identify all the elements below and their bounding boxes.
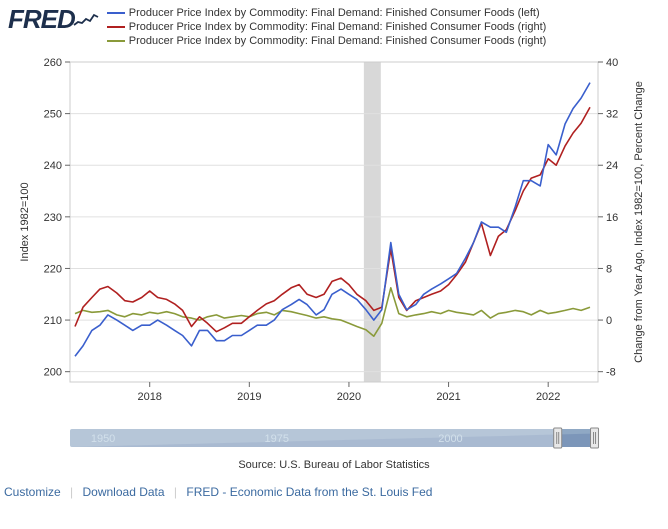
plot-svg: 200 210 220 230 240 250 260 -8 0 8 16 24 32 40 2018 201… bbox=[14, 54, 654, 419]
footer-links: Customize | Download Data | FRED - Econo… bbox=[4, 471, 664, 503]
legend-label: Producer Price Index by Commodity: Final… bbox=[129, 34, 547, 48]
svg-text:24: 24 bbox=[606, 160, 618, 172]
main-chart: 200 210 220 230 240 250 260 -8 0 8 16 24 32 40 2018 201… bbox=[14, 54, 654, 419]
legend-item: Producer Price Index by Commodity: Final… bbox=[107, 20, 660, 34]
legend-swatch bbox=[107, 12, 125, 14]
svg-text:2020: 2020 bbox=[337, 391, 361, 403]
svg-text:-8: -8 bbox=[606, 367, 616, 379]
svg-text:2018: 2018 bbox=[137, 391, 161, 403]
time-range-slider[interactable]: 195019752000 bbox=[14, 425, 654, 455]
fred-logo: FRED bbox=[8, 6, 99, 32]
legend-swatch bbox=[107, 26, 125, 28]
fred-home-link[interactable]: FRED - Economic Data from the St. Louis … bbox=[186, 485, 432, 499]
legend-swatch bbox=[107, 40, 125, 42]
legend-label: Producer Price Index by Commodity: Final… bbox=[129, 20, 547, 34]
header: FRED Producer Price Index by Commodity: … bbox=[4, 4, 664, 50]
svg-text:40: 40 bbox=[606, 57, 618, 69]
legend-item: Producer Price Index by Commodity: Final… bbox=[107, 34, 660, 48]
svg-text:260: 260 bbox=[44, 57, 62, 69]
svg-text:2022: 2022 bbox=[536, 391, 560, 403]
svg-text:220: 220 bbox=[44, 263, 62, 275]
svg-text:Change from Year Ago, Index 19: Change from Year Ago, Index 1982=100, Pe… bbox=[633, 81, 645, 363]
legend: Producer Price Index by Commodity: Final… bbox=[107, 6, 660, 48]
download-link[interactable]: Download Data bbox=[83, 485, 165, 499]
slider-svg[interactable]: 195019752000 bbox=[14, 425, 654, 455]
customize-link[interactable]: Customize bbox=[4, 485, 61, 499]
svg-text:0: 0 bbox=[606, 315, 612, 327]
svg-text:230: 230 bbox=[44, 212, 62, 224]
svg-text:2021: 2021 bbox=[436, 391, 460, 403]
svg-text:Index 1982=100: Index 1982=100 bbox=[19, 182, 31, 261]
source-text: Source: U.S. Bureau of Labor Statistics bbox=[4, 459, 664, 471]
svg-text:240: 240 bbox=[44, 160, 62, 172]
svg-text:16: 16 bbox=[606, 212, 618, 224]
legend-label: Producer Price Index by Commodity: Final… bbox=[129, 6, 540, 20]
legend-item: Producer Price Index by Commodity: Final… bbox=[107, 6, 660, 20]
svg-text:8: 8 bbox=[606, 263, 612, 275]
svg-text:250: 250 bbox=[44, 109, 62, 121]
svg-text:2019: 2019 bbox=[237, 391, 261, 403]
svg-text:210: 210 bbox=[44, 315, 62, 327]
svg-text:200: 200 bbox=[44, 367, 62, 379]
svg-text:32: 32 bbox=[606, 109, 618, 121]
